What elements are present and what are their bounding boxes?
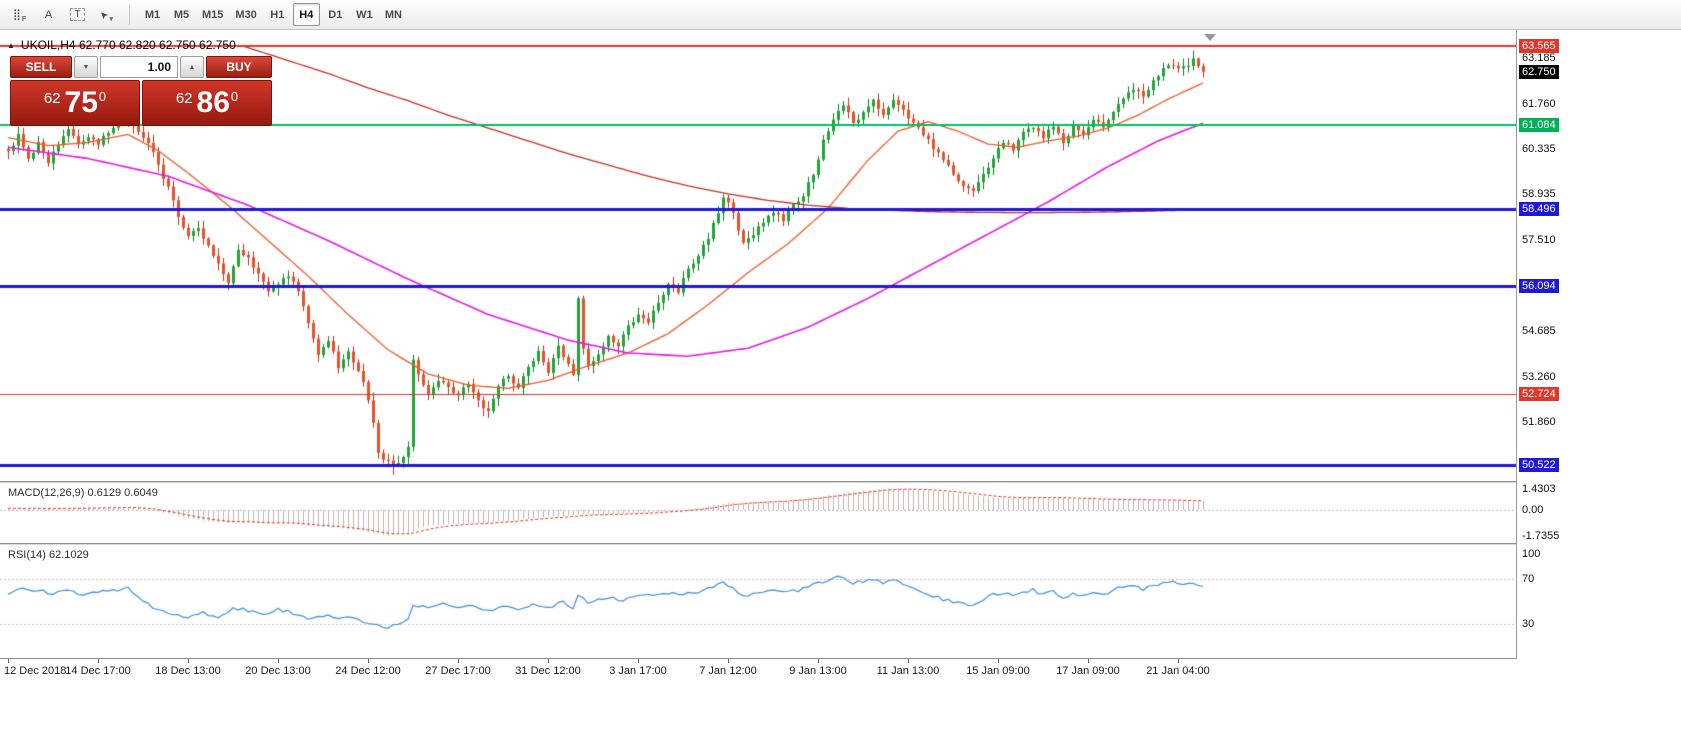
price-axis-label: 63.185 — [1522, 52, 1556, 64]
timeframe-M30[interactable]: M30 — [235, 8, 257, 21]
time-axis-label: 24 Dec 12:00 — [335, 665, 401, 677]
price-axis-label: 52.724 — [1519, 387, 1559, 401]
chart-area: ▲ UKOIL,H4 62.770 62.820 62.750 62.750 S… — [0, 30, 1681, 733]
macd-indicator-canvas[interactable] — [0, 483, 1516, 543]
price-axis-label: 54.685 — [1522, 325, 1556, 337]
text-tool-icon[interactable]: T — [64, 3, 91, 26]
macd-axis-label: 1.4303 — [1522, 483, 1556, 495]
sell-quote-sup: 0 — [98, 88, 107, 104]
time-axis-tick — [638, 659, 639, 663]
time-axis-tick — [998, 659, 999, 663]
cursor-tool-icon[interactable]: ➤ ▾ — [97, 7, 113, 23]
timeframe-M15[interactable]: M15 — [202, 8, 224, 21]
down-arrow-icon: ▼ — [82, 63, 90, 71]
price-scale[interactable]: 63.565 63.185 62.750 61.760 61.084 60.335 58.9… — [1516, 30, 1681, 659]
rsi-axis-label: 100 — [1522, 548, 1541, 560]
time-axis-tick — [908, 659, 909, 663]
rsi-title: RSI(14) 62.1029 — [8, 549, 89, 561]
time-axis-tick — [458, 659, 459, 663]
price-axis-label: 51.860 — [1522, 416, 1556, 428]
macd-axis-label: -1.7355 — [1522, 530, 1560, 542]
timeframe-M1[interactable]: M1 — [144, 8, 161, 21]
volume-up-button[interactable]: ▲ — [180, 56, 204, 78]
price-axis-label: 57.510 — [1522, 234, 1556, 246]
time-axis-tick — [278, 659, 279, 663]
time-axis-label: 12 Dec 2018 — [4, 665, 67, 677]
macd-pane-separator[interactable] — [0, 481, 1681, 483]
trade-controls-row: SELL ▼ ▲ BUY — [10, 56, 272, 78]
time-axis-label: 18 Dec 13:00 — [155, 665, 221, 677]
toolbar: ⣿ F A T ➤ ▾ M1 M5 M15 M30 H1 H4 D1 W1 MN — [0, 0, 1681, 30]
trade-quotes-row: 62 75 0 62 86 0 — [10, 80, 272, 126]
time-axis-label: 17 Jan 09:00 — [1056, 665, 1120, 677]
buy-quote-big: 86 — [196, 86, 230, 119]
time-axis-line — [0, 658, 1681, 659]
sell-quote-prefix: 62 — [43, 89, 61, 107]
rsi-axis-label: 70 — [1522, 573, 1535, 585]
volume-input[interactable] — [100, 56, 178, 78]
buy-button[interactable]: BUY — [206, 56, 272, 78]
time-axis-label: 11 Jan 13:00 — [876, 665, 940, 677]
time-axis-label: 3 Jan 17:00 — [609, 665, 667, 677]
toolbar-separator — [129, 4, 130, 25]
price-axis-label: 50.522 — [1519, 458, 1559, 472]
price-axis-label: 61.760 — [1522, 98, 1556, 110]
timeframe-M5[interactable]: M5 — [173, 8, 190, 21]
time-axis-tick — [368, 659, 369, 663]
timeframe-buttons: M1 M5 M15 M30 H1 H4 D1 W1 MN — [139, 3, 407, 26]
time-axis-tick — [8, 659, 9, 663]
sell-button[interactable]: SELL — [10, 56, 72, 78]
time-axis-tick — [1178, 659, 1179, 663]
timeframe-H4[interactable]: H4 — [292, 3, 320, 26]
timeframe-W1[interactable]: W1 — [356, 8, 373, 21]
time-axis-label: 27 Dec 17:00 — [425, 665, 491, 677]
price-axis-label: 60.335 — [1522, 143, 1556, 155]
macd-axis-label: 0.00 — [1522, 504, 1544, 516]
time-axis-label: 7 Jan 12:00 — [699, 665, 757, 677]
one-click-trading-panel: SELL ▼ ▲ BUY 62 75 0 62 86 — [10, 56, 272, 126]
buy-quote-sup: 0 — [230, 88, 239, 104]
time-axis-label: 20 Dec 13:00 — [245, 665, 311, 677]
time-axis-label: 14 Dec 17:00 — [65, 665, 131, 677]
symbol-ohlc-text: UKOIL,H4 62.770 62.820 62.750 62.750 — [20, 38, 236, 52]
time-axis-tick — [728, 659, 729, 663]
symbol-triangle-icon: ▲ — [7, 40, 15, 50]
volume-down-button[interactable]: ▼ — [74, 56, 98, 78]
time-axis-label: 31 Dec 12:00 — [515, 665, 581, 677]
price-axis-label: 63.565 — [1519, 39, 1559, 53]
time-axis-tick — [818, 659, 819, 663]
sell-quote: 62 75 0 — [10, 80, 140, 126]
up-arrow-icon: ▲ — [188, 63, 196, 71]
annotation-a-icon[interactable]: A — [44, 8, 53, 21]
price-axis-label: 58.496 — [1519, 202, 1559, 216]
price-axis-label: 53.260 — [1522, 371, 1556, 383]
price-axis-label: 58.935 — [1522, 188, 1556, 200]
chart-shift-marker-icon[interactable] — [1204, 34, 1216, 41]
price-axis-label: 56.094 — [1519, 279, 1559, 293]
buy-quote: 62 86 0 — [142, 80, 272, 126]
rsi-pane-separator[interactable] — [0, 543, 1681, 545]
time-axis-tick — [188, 659, 189, 663]
time-axis-tick — [98, 659, 99, 663]
time-scale[interactable]: 12 Dec 2018 14 Dec 17:00 18 Dec 13:00 20 De… — [0, 659, 1681, 683]
rsi-axis-label: 30 — [1522, 618, 1535, 630]
sell-quote-big: 75 — [64, 86, 98, 119]
timeframe-MN[interactable]: MN — [384, 8, 402, 21]
rsi-indicator-canvas[interactable] — [0, 545, 1516, 658]
symbol-ohlc-line: ▲ UKOIL,H4 62.770 62.820 62.750 62.750 — [7, 38, 236, 52]
time-axis-label: 21 Jan 04:00 — [1146, 665, 1210, 677]
time-axis-label: 9 Jan 13:00 — [789, 665, 847, 677]
timeframe-D1[interactable]: D1 — [328, 8, 343, 21]
time-axis-tick — [548, 659, 549, 663]
price-axis-label: 61.084 — [1519, 118, 1559, 132]
buy-quote-prefix: 62 — [175, 89, 193, 107]
time-axis-tick — [1088, 659, 1089, 663]
timeframe-H1[interactable]: H1 — [270, 8, 285, 21]
macd-title: MACD(12,26,9) 0.6129 0.6049 — [8, 487, 158, 499]
toolbar-icons: ⣿ F A T ➤ ▾ — [6, 3, 120, 26]
price-axis-label: 62.750 — [1519, 65, 1559, 79]
time-axis-label: 15 Jan 09:00 — [966, 665, 1030, 677]
snap-grid-icon[interactable]: ⣿ F — [12, 9, 27, 23]
